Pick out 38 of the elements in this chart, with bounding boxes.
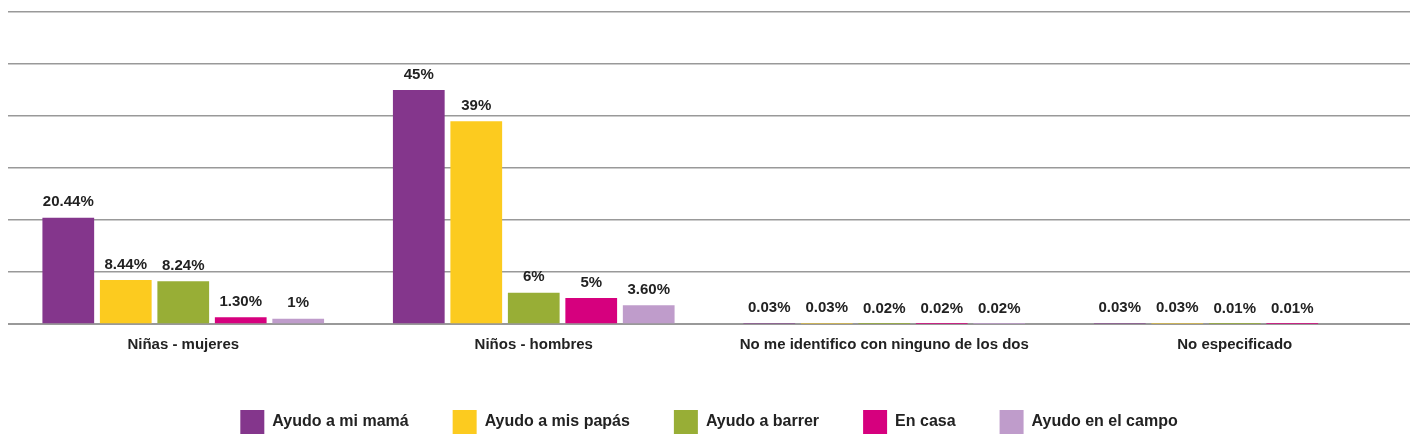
bar <box>42 217 95 324</box>
legend-label: En casa <box>895 412 956 430</box>
data-label: 5% <box>580 272 603 290</box>
legend-label: Ayudo a mi mamá <box>272 412 409 430</box>
legend-label: Ayudo a barrer <box>705 412 820 430</box>
data-label: 0.03% <box>748 298 791 316</box>
legend-label: Ayudo a mis papás <box>484 412 630 430</box>
bar <box>214 317 267 324</box>
bar <box>622 305 675 324</box>
x-tick-label: Niñas - mujeres <box>127 335 240 353</box>
bar <box>450 121 503 324</box>
data-label: 8.24% <box>161 255 205 273</box>
data-label: 45% <box>403 64 434 82</box>
data-label: 0.03% <box>1098 298 1142 316</box>
bar <box>157 281 210 324</box>
x-tick-label: No me identifico con ninguno de los dos <box>739 335 1029 353</box>
bar <box>392 90 445 324</box>
data-label: 1.30% <box>219 291 263 309</box>
data-label: 20.44% <box>42 192 94 210</box>
data-label: 0.02% <box>977 298 1021 316</box>
x-tick-label: No especificado <box>1177 335 1293 353</box>
legend-label: Ayudo en el campo <box>1031 412 1178 430</box>
data-label: 39% <box>461 95 492 113</box>
bar <box>99 280 152 324</box>
x-tick-label: Niños - hombres <box>474 335 593 353</box>
data-label: 3.60% <box>627 279 670 297</box>
data-label: 8.44% <box>104 254 148 272</box>
bar <box>565 298 618 324</box>
data-label: 0.01% <box>1213 298 1257 316</box>
data-label: 1% <box>287 293 310 311</box>
data-label: 0.02% <box>862 298 906 316</box>
data-label: 6% <box>522 267 545 285</box>
bar <box>272 318 325 324</box>
data-label: 0.02% <box>920 298 964 316</box>
data-label: 0.01% <box>1270 298 1314 316</box>
bar <box>507 292 560 324</box>
data-label: 0.03% <box>1155 298 1199 316</box>
data-label: 0.03% <box>805 298 849 316</box>
